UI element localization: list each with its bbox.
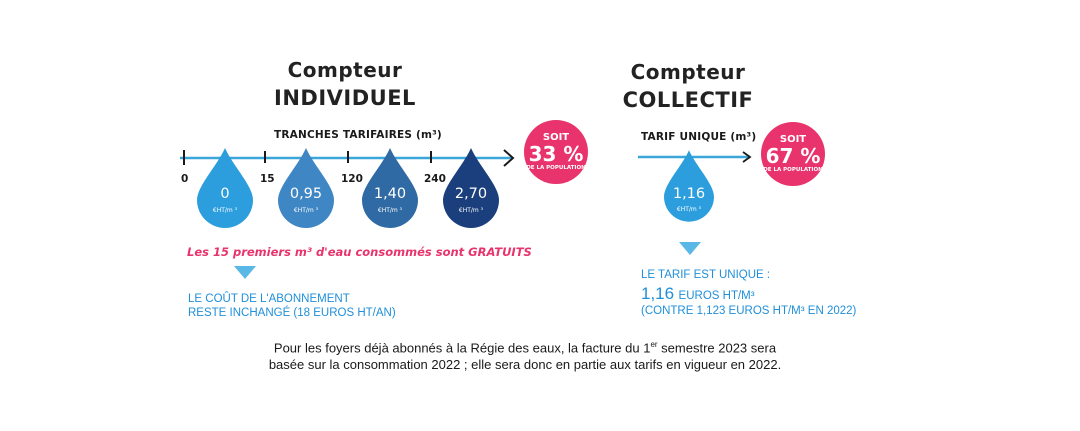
individuel-title-line1: Compteur <box>287 58 403 82</box>
badge-percent: 33 % <box>528 142 584 166</box>
collectif-title-line1: Compteur <box>630 60 746 84</box>
badge-population: DE LA POPULATION <box>763 167 823 173</box>
badge-soit: SOIT <box>779 134 807 145</box>
drop-tranche-2-unit: €HT/m ³ <box>293 207 319 214</box>
individuel-timeline <box>180 149 515 167</box>
drop-tranche-2-value: 0,95 <box>289 186 323 202</box>
chevron-down-icon <box>679 242 701 255</box>
drop-tranche-3: 1,40 €HT/m ³ <box>362 148 418 228</box>
drop-tranche-3-unit: €HT/m ³ <box>377 207 403 214</box>
drop-tranche-3-value: 1,40 <box>373 186 407 202</box>
drop-tranche-4-unit: €HT/m ³ <box>458 207 484 214</box>
subscription-line2: RESTE INCHANGÉ (18 EUROS HT/AN) <box>188 307 396 319</box>
tick-label-120: 120 <box>341 173 363 185</box>
individuel-population-badge: SOIT 33 % DE LA POPULATION <box>524 120 588 184</box>
footer-line2: basée sur la consommation 2022 ; elle se… <box>268 357 782 373</box>
badge-percent: 67 % <box>765 144 821 168</box>
badge-population: DE LA POPULATION <box>526 165 586 171</box>
water-drop-icon <box>443 148 499 228</box>
individuel-title: Compteur INDIVIDUEL <box>270 56 420 112</box>
water-drop-icon <box>197 148 253 228</box>
tick-label-0: 0 <box>181 173 189 185</box>
price-big: 1,16 <box>641 284 675 303</box>
collectif-title-line2: COLLECTIF <box>622 88 754 112</box>
tick-label-15: 15 <box>260 173 275 185</box>
collectif-timeline <box>638 151 752 163</box>
water-drop-icon <box>278 148 334 228</box>
tick-label-240: 240 <box>424 173 446 185</box>
footer-line1: Pour les foyers déjà abonnés à la Régie … <box>273 340 777 356</box>
tarif-unique-label: LE TARIF EST UNIQUE : <box>641 269 771 281</box>
drop-tarif-unique-value: 1,16 <box>672 186 706 202</box>
individuel-title-line2: INDIVIDUEL <box>274 86 416 110</box>
water-drop-icon <box>362 148 418 228</box>
drop-tranche-4-value: 2,70 <box>454 186 488 202</box>
price-compare: (CONTRE 1,123 EUROS HT/M³ EN 2022) <box>641 305 857 317</box>
tarif-unique-price: 1,16 EUROS HT/M³ <box>641 284 755 304</box>
footer-note: Pour les foyers déjà abonnés à la Régie … <box>180 336 870 373</box>
badge-soit: SOIT <box>542 132 570 143</box>
drop-tranche-4: 2,70 €HT/m ³ <box>443 148 499 228</box>
water-drop-icon <box>664 150 714 222</box>
drop-tarif-unique-unit: €HT/m ³ <box>676 206 702 213</box>
price-unit: EUROS HT/M³ <box>678 290 755 302</box>
drop-tranche-2: 0,95 €HT/m ³ <box>278 148 334 228</box>
drop-tranche-1-unit: €HT/m ³ <box>212 207 238 214</box>
subscription-line1: LE COÛT DE L'ABONNEMENT <box>188 293 350 305</box>
individuel-axis-label: TRANCHES TARIFAIRES (m³) <box>274 129 442 141</box>
subscription-note: LE COÛT DE L'ABONNEMENT RESTE INCHANGÉ (… <box>188 292 396 320</box>
chevron-down-icon <box>234 266 256 279</box>
collectif-population-badge: SOIT 67 % DE LA POPULATION <box>761 122 825 186</box>
drop-tranche-1-value: 0 <box>220 186 230 202</box>
drop-tranche-1: 0 €HT/m ³ <box>197 148 253 228</box>
collectif-title: Compteur COLLECTIF <box>618 58 758 114</box>
drop-tarif-unique: 1,16 €HT/m ³ <box>664 148 714 224</box>
collectif-axis-label: TARIF UNIQUE (m³) <box>641 131 757 143</box>
free-first-m3-note: Les 15 premiers m³ d'eau consommés sont … <box>187 245 532 259</box>
